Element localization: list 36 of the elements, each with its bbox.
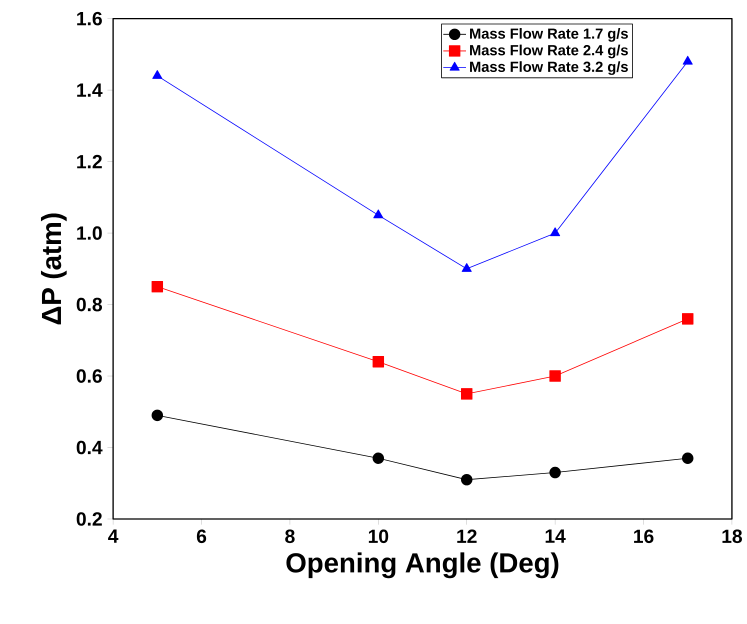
point xyxy=(549,466,561,478)
x-tick-label: 14 xyxy=(546,529,566,543)
x-tick-label: 18 xyxy=(722,529,742,544)
point xyxy=(550,227,560,236)
x-tick-label: 8 xyxy=(285,529,295,544)
point xyxy=(152,280,164,292)
y-tick-label: 1.2 xyxy=(77,154,102,168)
legend-label: Mass Flow Rate 3.2 g/s xyxy=(470,61,628,75)
x-tick-label: 4 xyxy=(108,529,118,543)
x-tick-label: 10 xyxy=(368,529,388,544)
y-tick-label: 0.6 xyxy=(76,369,102,383)
x-tick-label: 12 xyxy=(457,529,477,543)
x-axis-title: Opening Angle (Deg) xyxy=(286,552,558,578)
point xyxy=(682,313,694,325)
point xyxy=(462,263,472,272)
x-tick-label: 6 xyxy=(196,529,206,544)
point xyxy=(373,209,384,218)
point xyxy=(372,452,384,464)
point xyxy=(460,474,472,486)
point xyxy=(152,410,164,422)
x-tick-label: 16 xyxy=(634,529,654,544)
y-tick-label: 0.8 xyxy=(76,298,102,312)
legend-label: Mass Flow Rate 1.7 g/s xyxy=(470,28,628,42)
point xyxy=(460,388,472,400)
y-axis-title: ΔP (atm) xyxy=(40,213,67,324)
point xyxy=(549,370,561,382)
point xyxy=(372,356,384,368)
point xyxy=(152,70,162,79)
point xyxy=(682,56,693,65)
y-tick-label: 1.0 xyxy=(77,226,102,240)
point xyxy=(682,452,694,464)
y-tick-label: 0.2 xyxy=(76,512,102,526)
y-tick-label: 1.4 xyxy=(77,83,103,97)
y-tick-label: 0.4 xyxy=(76,440,103,454)
legend-label: Mass Flow Rate 2.4 g/s xyxy=(470,44,628,58)
y-tick-label: 1.6 xyxy=(77,12,102,26)
